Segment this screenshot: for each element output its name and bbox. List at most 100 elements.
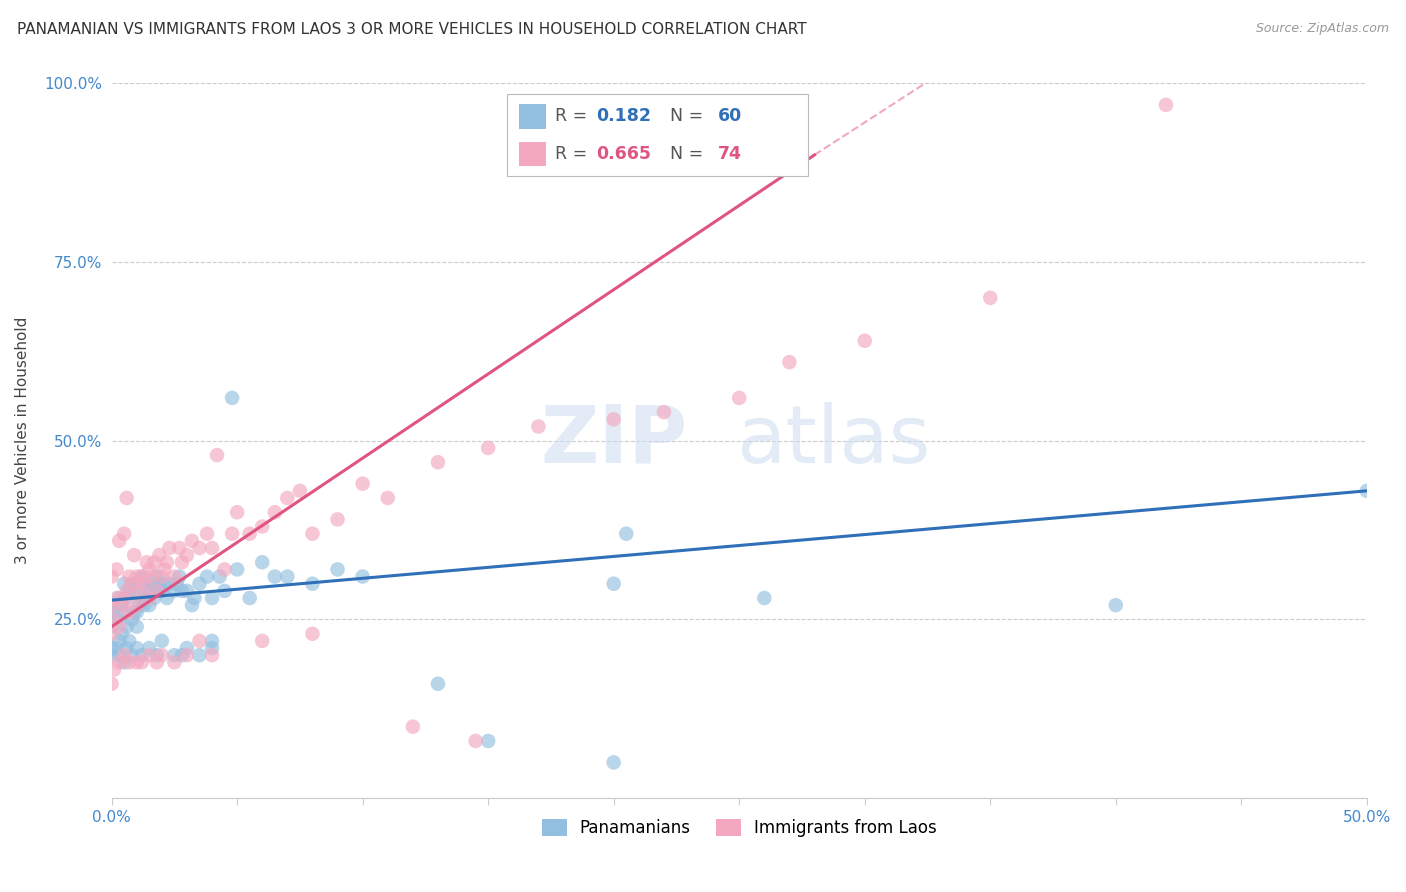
Point — [527, 419, 550, 434]
Point — [121, 648, 143, 663]
Point — [108, 648, 131, 663]
Point — [148, 576, 170, 591]
Text: atlas: atlas — [737, 401, 931, 480]
Point — [105, 591, 128, 605]
Point — [163, 656, 186, 670]
Point — [100, 641, 122, 656]
Point — [477, 441, 499, 455]
Point — [125, 598, 148, 612]
Point — [301, 526, 323, 541]
Point — [181, 533, 204, 548]
Point — [131, 591, 153, 605]
Point — [402, 720, 425, 734]
Point — [143, 591, 166, 605]
Point — [131, 569, 153, 583]
Point — [263, 505, 285, 519]
Point — [121, 576, 143, 591]
Point — [146, 583, 169, 598]
Point — [131, 656, 153, 670]
Point — [150, 634, 173, 648]
Point — [201, 648, 224, 663]
Point — [138, 598, 160, 612]
Point — [112, 605, 135, 619]
Point — [181, 598, 204, 612]
Point — [143, 555, 166, 569]
Point — [134, 576, 156, 591]
Point — [115, 583, 138, 598]
Point — [188, 648, 211, 663]
Point — [176, 648, 198, 663]
Point — [169, 569, 191, 583]
Point — [111, 598, 134, 612]
Point — [148, 548, 170, 562]
Point — [166, 576, 188, 591]
Point — [188, 634, 211, 648]
Point — [111, 626, 134, 640]
Point — [118, 656, 141, 670]
Text: PANAMANIAN VS IMMIGRANTS FROM LAOS 3 OR MORE VEHICLES IN HOUSEHOLD CORRELATION C: PANAMANIAN VS IMMIGRANTS FROM LAOS 3 OR … — [17, 22, 807, 37]
Point — [326, 562, 349, 576]
Point — [614, 526, 637, 541]
Point — [141, 576, 163, 591]
Y-axis label: 3 or more Vehicles in Household: 3 or more Vehicles in Household — [15, 317, 30, 565]
Point — [100, 648, 122, 663]
Point — [652, 405, 675, 419]
Point — [221, 391, 243, 405]
Point — [301, 626, 323, 640]
Point — [131, 569, 153, 583]
Point — [239, 526, 262, 541]
Point — [602, 576, 624, 591]
Point — [221, 526, 243, 541]
Point — [125, 576, 148, 591]
Point — [108, 634, 131, 648]
Point — [135, 591, 157, 605]
Point — [138, 583, 160, 598]
Point — [111, 598, 134, 612]
Point — [108, 533, 131, 548]
Point — [134, 576, 156, 591]
Point — [195, 526, 218, 541]
Point — [118, 605, 141, 619]
Point — [100, 677, 122, 691]
Point — [205, 448, 228, 462]
Point — [426, 677, 449, 691]
Point — [100, 569, 122, 583]
Legend: Panamanians, Immigrants from Laos: Panamanians, Immigrants from Laos — [534, 812, 943, 844]
Point — [112, 591, 135, 605]
Point — [125, 605, 148, 619]
Point — [170, 555, 193, 569]
Point — [131, 648, 153, 663]
Point — [979, 291, 1001, 305]
Point — [1355, 483, 1378, 498]
Point — [188, 541, 211, 555]
Point — [108, 619, 131, 633]
Point — [201, 634, 224, 648]
Point — [170, 583, 193, 598]
Point — [125, 656, 148, 670]
Point — [100, 626, 122, 640]
Point — [146, 569, 169, 583]
Point — [1105, 598, 1128, 612]
Point — [226, 562, 249, 576]
Point — [754, 591, 776, 605]
Point — [1154, 98, 1177, 112]
Point — [176, 641, 198, 656]
Point — [153, 576, 176, 591]
Point — [352, 569, 374, 583]
Point — [170, 648, 193, 663]
Point — [288, 483, 311, 498]
Point — [208, 569, 231, 583]
Point — [728, 391, 751, 405]
Point — [115, 619, 138, 633]
Point — [138, 562, 160, 576]
Point — [252, 519, 274, 533]
Point — [183, 591, 205, 605]
Point — [112, 526, 135, 541]
Point — [100, 619, 122, 633]
Point — [121, 612, 143, 626]
Point — [778, 355, 800, 369]
Point — [156, 555, 179, 569]
Point — [103, 612, 125, 626]
Point — [263, 569, 285, 583]
Point — [105, 612, 128, 626]
